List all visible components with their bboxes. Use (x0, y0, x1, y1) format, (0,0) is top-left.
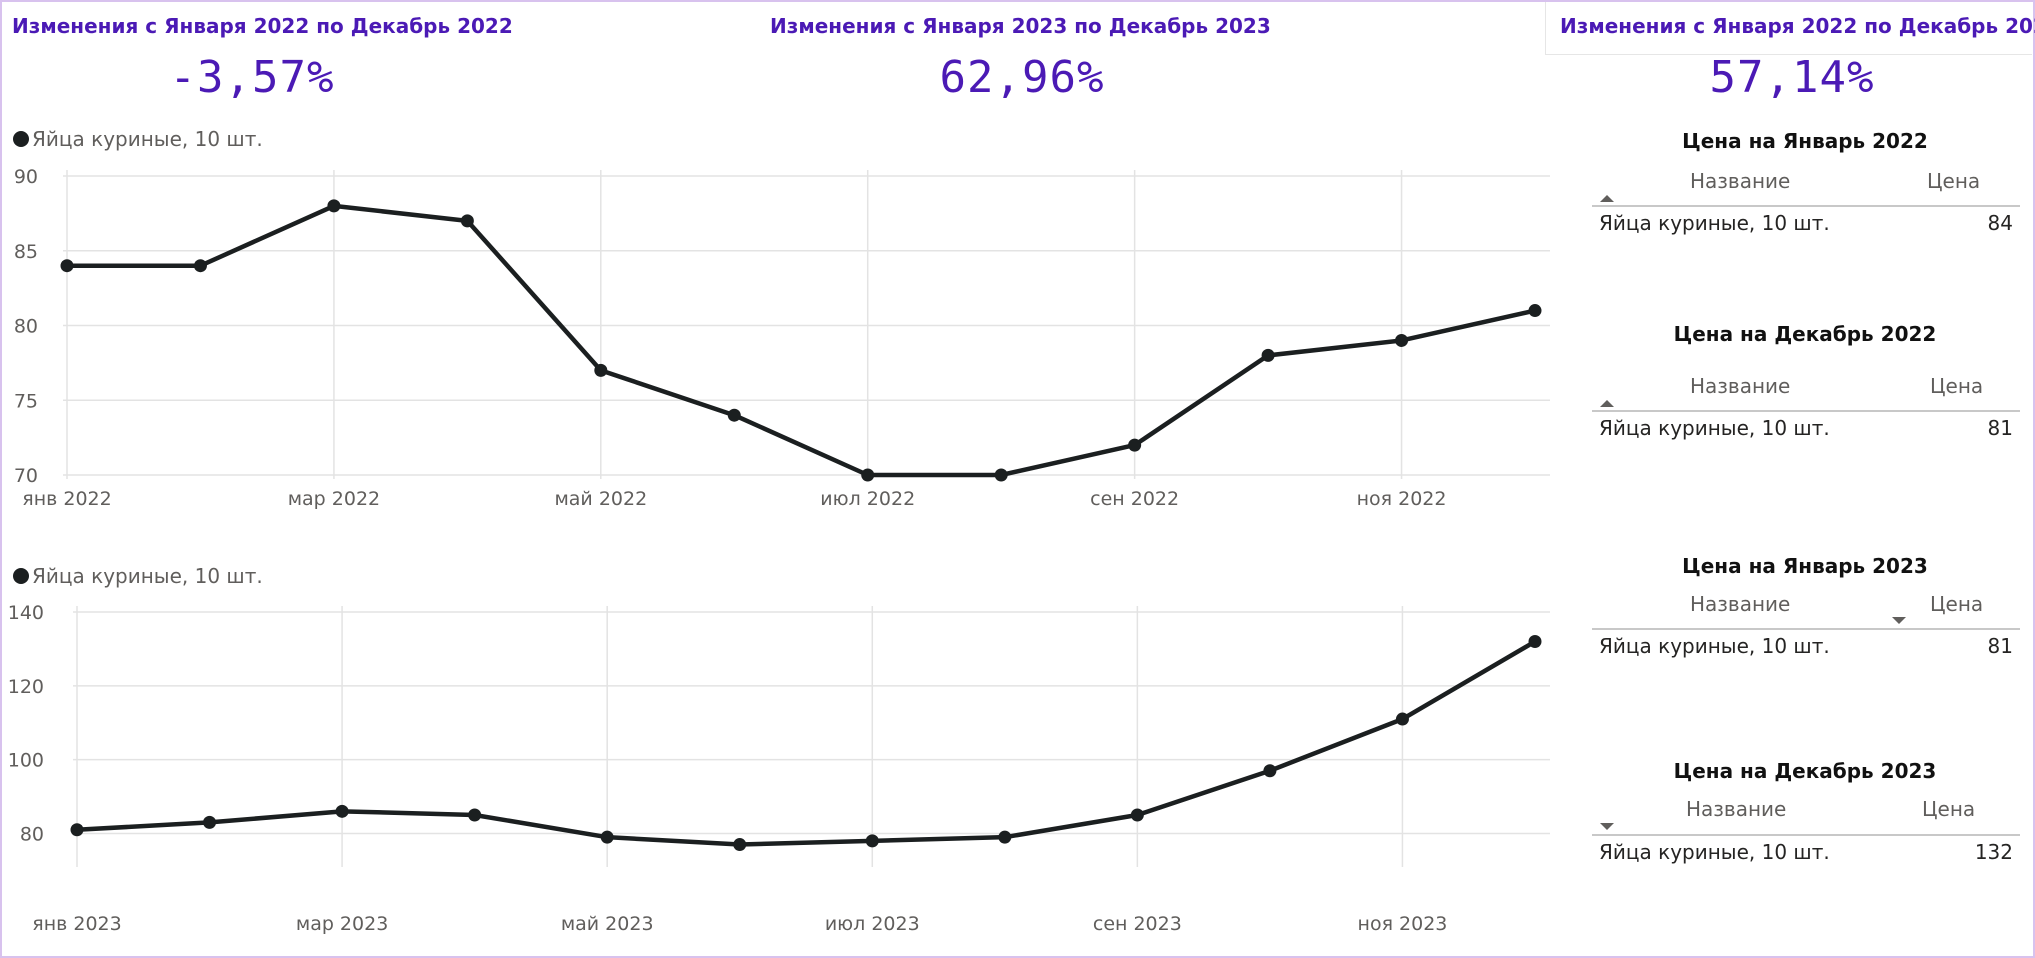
sort-descending-icon[interactable] (1892, 617, 1906, 624)
series-line (76, 639, 1537, 847)
data-point (998, 830, 1012, 844)
data-point (733, 838, 747, 852)
data-point (994, 468, 1008, 482)
kpi-card-3-border (1545, 2, 2032, 55)
data-point (193, 259, 207, 273)
table-header-divider (1592, 410, 2020, 412)
data-point (1130, 808, 1144, 822)
column-header-name[interactable]: Название (1690, 374, 1791, 398)
table-title: Цена на Январь 2022 (1682, 129, 1928, 153)
data-point (70, 823, 84, 837)
x-tick-label: сен 2022 (1090, 488, 1179, 510)
column-header-price[interactable]: Цена (1930, 592, 1984, 616)
table-title: Цена на Декабрь 2023 (1673, 759, 1937, 783)
table-cell-name: Яйца куриные, 10 шт. (1599, 634, 1830, 658)
data-point (861, 468, 875, 482)
chart-2022-legend[interactable]: Яйца куриные, 10 шт. (13, 127, 263, 151)
table-cell-name: Яйца куриные, 10 шт. (1599, 211, 1830, 235)
data-point (1261, 348, 1275, 362)
kpi-title-2022-2023: Изменения с Января 2022 по Декабрь 2023 (1560, 14, 2035, 38)
data-point (1128, 438, 1142, 452)
x-tick-label: сен 2023 (1093, 913, 1182, 935)
sort-descending-icon[interactable] (1600, 823, 1614, 830)
y-tick-label: 80 (14, 316, 38, 338)
data-point (865, 834, 879, 848)
table-cell-name: Яйца куриные, 10 шт. (1599, 840, 1830, 864)
table-header-divider (1592, 628, 2020, 630)
x-tick-label: июл 2022 (820, 488, 915, 510)
data-point (468, 808, 482, 822)
table-cell-price: 81 (1987, 416, 2013, 440)
column-header-name[interactable]: Название (1690, 169, 1791, 193)
y-tick-label: 100 (8, 750, 44, 772)
y-tick-label: 75 (14, 390, 38, 412)
data-point (600, 830, 614, 844)
data-point (1528, 635, 1542, 649)
chart-2023-legend[interactable]: Яйца куриные, 10 шт. (13, 564, 263, 588)
table-cell-price: 81 (1987, 634, 2013, 658)
data-point (1395, 333, 1409, 347)
x-tick-label: ноя 2023 (1358, 913, 1448, 935)
data-point (1395, 712, 1409, 726)
table-title: Цена на Декабрь 2022 (1673, 322, 1937, 346)
data-point (335, 804, 349, 818)
y-tick-label: 140 (8, 602, 44, 624)
x-tick-label: янв 2022 (22, 488, 111, 510)
line-chart-2023[interactable]: 80 100 120 140 янв 2023 мар 2023 май 2023 июл 2… (0, 590, 1560, 950)
kpi-value-2022: -3,57% (169, 52, 335, 103)
x-tick-label: ноя 2022 (1357, 488, 1447, 510)
legend-label: Яйца куриные, 10 шт. (32, 564, 263, 588)
table-cell-price: 84 (1987, 211, 2013, 235)
data-point (727, 408, 741, 422)
y-tick-label: 120 (8, 676, 44, 698)
column-header-price[interactable]: Цена (1927, 169, 1981, 193)
x-tick-label: июл 2023 (825, 913, 920, 935)
y-tick-label: 80 (20, 823, 44, 845)
x-tick-label: май 2023 (561, 913, 654, 935)
table-cell-name: Яйца куриные, 10 шт. (1599, 416, 1830, 440)
x-tick-label: мар 2023 (296, 913, 388, 935)
data-point (1263, 764, 1277, 778)
sort-ascending-icon[interactable] (1600, 400, 1614, 407)
column-header-price[interactable]: Цена (1930, 374, 1984, 398)
data-point (203, 815, 217, 829)
x-tick-label: май 2022 (554, 488, 647, 510)
y-tick-label: 90 (14, 166, 38, 188)
table-title: Цена на Январь 2023 (1682, 554, 1928, 578)
y-tick-label: 85 (14, 241, 38, 263)
line-chart-2022[interactable]: 70 75 80 85 90 янв 2022 мар 2022 май 2022 июл 20… (0, 150, 1560, 520)
legend-marker-icon (13, 568, 29, 584)
table-header-divider (1592, 205, 2020, 207)
data-point (60, 259, 74, 273)
table-cell-price: 132 (1974, 840, 2013, 864)
sort-ascending-icon[interactable] (1600, 195, 1614, 202)
kpi-value-2023: 62,96% (939, 52, 1105, 103)
data-point (594, 363, 608, 377)
data-point (460, 214, 474, 228)
column-header-price[interactable]: Цена (1922, 797, 1976, 821)
data-point (327, 199, 341, 213)
data-point (1528, 304, 1542, 318)
kpi-title-2023: Изменения с Января 2023 по Декабрь 2023 (770, 14, 1271, 38)
legend-label: Яйца куриные, 10 шт. (32, 127, 263, 151)
x-tick-label: янв 2023 (32, 913, 121, 935)
kpi-value-2022-2023: 57,14% (1709, 52, 1875, 103)
column-header-name[interactable]: Название (1690, 592, 1791, 616)
column-header-name[interactable]: Название (1686, 797, 1787, 821)
kpi-title-2022: Изменения с Января 2022 по Декабрь 2022 (12, 14, 513, 38)
legend-marker-icon (13, 131, 29, 147)
series-line (67, 203, 1536, 478)
y-tick-label: 70 (14, 465, 38, 487)
x-tick-label: мар 2022 (288, 488, 380, 510)
table-header-divider (1592, 834, 2020, 836)
